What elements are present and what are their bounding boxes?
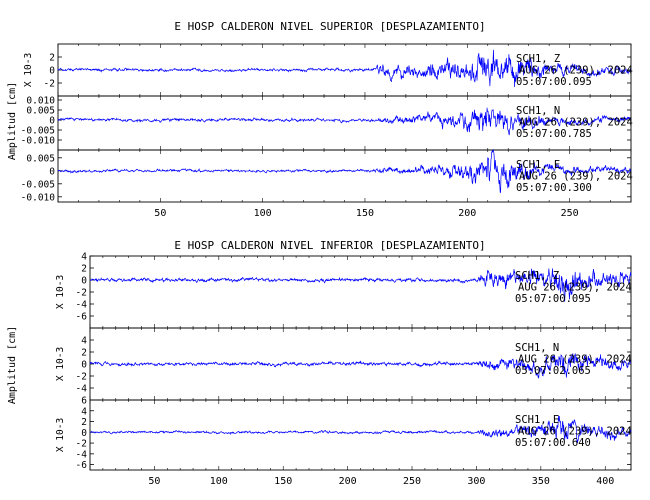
waveform-trace [57,107,632,136]
y-tick-label: 2 [81,417,87,428]
y-tick-label: 2 [81,264,87,275]
y-tick-label: 0.005 [26,153,55,164]
y-tick-label: 0 [81,276,87,287]
y-tick-label: 0 [81,428,87,439]
time-label: 05:07:00.095 [516,76,592,88]
waveform-trace [89,415,632,444]
y-tick-label: -4 [76,384,88,395]
waveform-trace [89,352,632,379]
lower-chart-title: E HOSP CALDERON NIVEL INFERIOR [DESPLAZA… [174,239,485,252]
y-tick-label: 0.005 [26,106,55,117]
x-tick-label: 50 [148,476,160,487]
y-tick-label: -0.005 [21,126,55,137]
channel-label: SCH1, N [515,342,559,354]
y-tick-label: 2 [81,348,87,359]
unit-multiplier-label: X 10-3 [55,418,66,452]
time-label: 05:07:00.640 [515,437,591,449]
waveform-trace [57,148,632,194]
date-label: AUG 26 (239), 2024 [518,354,632,366]
unit-multiplier-label: X 10-3 [23,53,34,87]
y-tick-label: -0.005 [21,179,55,190]
y-tick-label: -2 [76,372,87,383]
x-tick-label: 50 [154,208,166,219]
date-label: AUG 26 (239), 2024 [519,117,633,129]
date-label: AUG 26 (239), 2024 [519,171,633,183]
y-tick-label: -6 [76,460,88,471]
time-label: 05:07:02.065 [515,365,591,377]
time-label: 05:07:00.300 [516,182,592,194]
date-label: AUG 26 (239), 2024 [519,65,633,77]
y-tick-label: 2 [49,53,55,64]
y-tick-label: 0 [81,360,87,371]
y-tick-label: 0 [49,166,55,177]
y-tick-label: 4 [81,336,87,347]
channel-label: SCH1, Z [515,270,559,282]
y-tick-label: -6 [76,312,88,323]
y-tick-label: -2 [76,439,87,450]
time-label: 05:07:00.095 [515,293,591,305]
channel-label: SCH1, N [516,105,560,117]
x-tick-label: 400 [596,476,614,487]
y-tick-label: 4 [81,406,87,417]
unit-multiplier-label: X 10-3 [55,275,66,309]
channel-label: SCH1, E [516,159,560,171]
x-tick-label: 150 [356,208,374,219]
x-tick-label: 200 [339,476,357,487]
x-tick-label: 100 [254,208,272,219]
date-label: AUG 26 (239), 2024 [518,426,632,438]
channel-label: SCH1, Z [516,53,560,65]
lower-chart-ylabel: Amplitud [cm] [7,326,18,404]
waveform-trace [57,49,632,87]
y-tick-label: -4 [76,449,88,460]
y-tick-label: 0 [49,116,55,127]
y-tick-label: 0.010 [26,96,55,107]
x-tick-label: 100 [210,476,228,487]
y-tick-label: -2 [76,288,87,299]
y-tick-label: 4 [81,252,87,263]
time-label: 05:07:00.785 [516,128,592,140]
x-tick-label: 250 [403,476,421,487]
y-tick-label: -2 [44,79,55,90]
date-label: AUG 26 (239), 2024 [518,282,632,294]
x-tick-label: 200 [458,208,476,219]
x-tick-label: 350 [532,476,550,487]
x-tick-label: 300 [467,476,485,487]
channel-label: SCH1, E [515,414,559,426]
waveform-trace [89,268,632,302]
y-tick-label: -0.010 [21,192,56,203]
upper-chart-ylabel: Amplitud [cm] [7,82,18,160]
unit-multiplier-label: X 10-3 [55,347,66,381]
y-tick-label: -4 [76,300,88,311]
y-tick-label: 6 [81,396,87,407]
upper-chart-title: E HOSP CALDERON NIVEL SUPERIOR [DESPLAZA… [174,20,485,33]
x-tick-label: 250 [561,208,579,219]
y-tick-label: -0.010 [21,136,56,147]
x-tick-label: 150 [274,476,292,487]
y-tick-label: 0 [49,66,55,77]
